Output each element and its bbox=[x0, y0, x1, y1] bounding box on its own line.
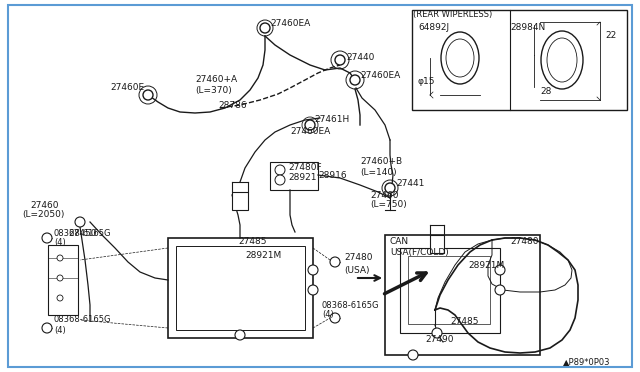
Bar bbox=[48, 245, 78, 315]
Circle shape bbox=[308, 265, 318, 275]
Text: (4): (4) bbox=[54, 238, 66, 247]
Circle shape bbox=[335, 55, 345, 65]
Text: 28: 28 bbox=[540, 87, 552, 96]
Circle shape bbox=[495, 265, 505, 275]
Bar bbox=[270, 162, 318, 190]
Bar bbox=[400, 248, 500, 333]
Text: (4): (4) bbox=[322, 311, 333, 320]
Text: (REAR WIPERLESS): (REAR WIPERLESS) bbox=[413, 10, 492, 19]
Text: 28921M: 28921M bbox=[245, 250, 281, 260]
Text: 27480: 27480 bbox=[510, 237, 538, 247]
Text: 27460EA: 27460EA bbox=[290, 128, 330, 137]
Text: 27480: 27480 bbox=[344, 253, 372, 263]
Circle shape bbox=[57, 275, 63, 281]
Circle shape bbox=[143, 90, 153, 100]
Bar bbox=[385, 235, 540, 355]
Text: 27460: 27460 bbox=[30, 201, 58, 209]
Text: 27460: 27460 bbox=[370, 190, 399, 199]
Text: 27450: 27450 bbox=[68, 228, 97, 237]
Text: φ15: φ15 bbox=[418, 77, 435, 87]
Bar bbox=[176, 246, 305, 330]
Circle shape bbox=[75, 217, 85, 227]
Text: (4): (4) bbox=[54, 326, 66, 334]
Circle shape bbox=[308, 285, 318, 295]
Circle shape bbox=[330, 313, 340, 323]
Text: 27485: 27485 bbox=[238, 237, 266, 247]
Text: (L=140): (L=140) bbox=[360, 167, 397, 176]
Text: (L=370): (L=370) bbox=[195, 86, 232, 94]
Bar bbox=[232, 192, 248, 210]
Text: 27460+B: 27460+B bbox=[360, 157, 402, 167]
Text: 27440: 27440 bbox=[346, 54, 374, 62]
Circle shape bbox=[432, 328, 442, 338]
Text: 64892J: 64892J bbox=[418, 22, 449, 32]
Text: 28921M: 28921M bbox=[468, 260, 504, 269]
Text: ▲P89*0P03: ▲P89*0P03 bbox=[563, 357, 610, 366]
Circle shape bbox=[235, 330, 245, 340]
Text: CAN: CAN bbox=[390, 237, 409, 247]
Text: 27441: 27441 bbox=[396, 180, 424, 189]
Circle shape bbox=[275, 165, 285, 175]
Text: 28916: 28916 bbox=[318, 170, 347, 180]
Circle shape bbox=[260, 23, 270, 33]
Text: 08368-6165G: 08368-6165G bbox=[54, 228, 111, 237]
Text: 28786: 28786 bbox=[218, 100, 246, 109]
Circle shape bbox=[350, 75, 360, 85]
Text: USA(F/COLD): USA(F/COLD) bbox=[390, 247, 449, 257]
Text: 28984N: 28984N bbox=[510, 22, 545, 32]
Circle shape bbox=[408, 350, 418, 360]
Circle shape bbox=[42, 233, 52, 243]
Circle shape bbox=[495, 285, 505, 295]
Circle shape bbox=[305, 120, 315, 130]
Bar bbox=[168, 238, 313, 338]
Bar bbox=[430, 235, 444, 253]
Circle shape bbox=[330, 257, 340, 267]
Circle shape bbox=[42, 323, 52, 333]
Text: 27460E: 27460E bbox=[110, 83, 144, 93]
Text: 27460EA: 27460EA bbox=[360, 71, 400, 80]
Text: 28921: 28921 bbox=[288, 173, 317, 183]
Text: 27480F: 27480F bbox=[288, 164, 322, 173]
Circle shape bbox=[57, 295, 63, 301]
Text: 22: 22 bbox=[605, 31, 616, 39]
Text: 27460EA: 27460EA bbox=[270, 19, 310, 29]
Text: 27461H: 27461H bbox=[314, 115, 349, 125]
Bar bbox=[408, 256, 490, 324]
Text: 08368-6165G: 08368-6165G bbox=[54, 315, 111, 324]
Text: 27460+A: 27460+A bbox=[195, 76, 237, 84]
Text: (L=2050): (L=2050) bbox=[22, 211, 65, 219]
Circle shape bbox=[385, 183, 395, 193]
Text: (USA): (USA) bbox=[344, 266, 369, 275]
Text: 08368-6165G: 08368-6165G bbox=[322, 301, 380, 310]
Text: (L=750): (L=750) bbox=[370, 201, 407, 209]
Text: 27485: 27485 bbox=[450, 317, 479, 327]
Circle shape bbox=[275, 175, 285, 185]
Bar bbox=[412, 10, 627, 110]
Circle shape bbox=[57, 255, 63, 261]
Text: 27490: 27490 bbox=[425, 336, 454, 344]
